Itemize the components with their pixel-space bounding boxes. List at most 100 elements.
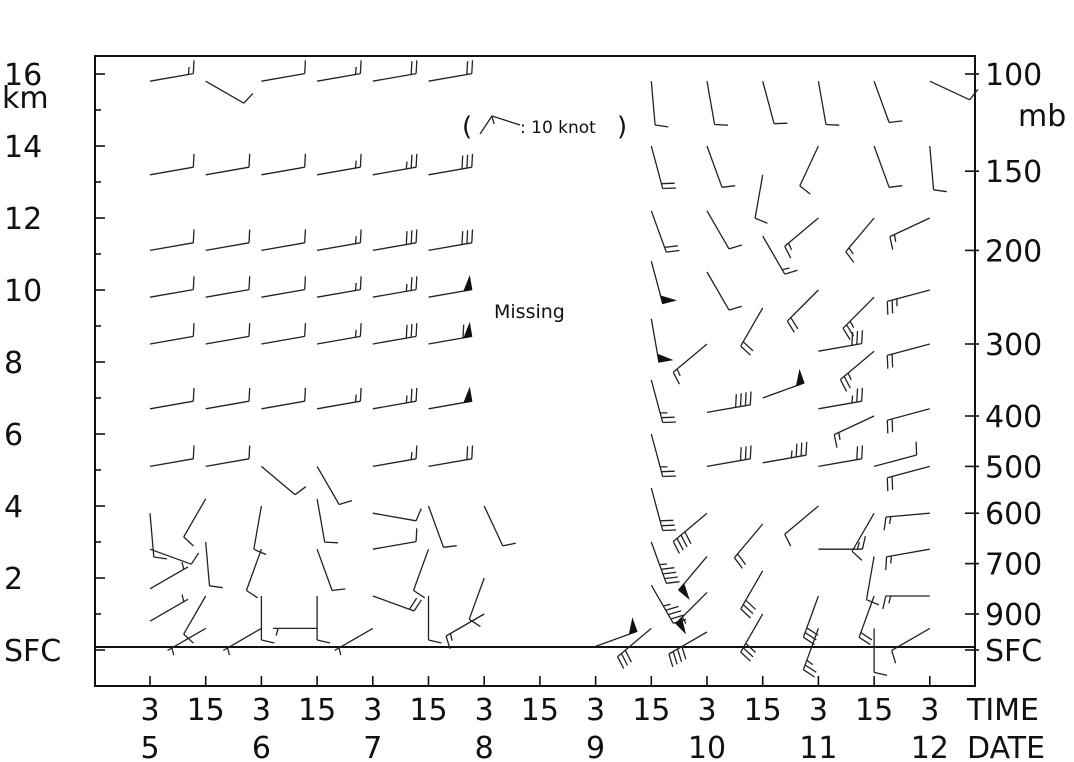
barb-shaft bbox=[428, 445, 474, 468]
legend-open-paren: ( bbox=[462, 112, 472, 142]
barb-shaft bbox=[886, 465, 930, 492]
barb-shaft bbox=[650, 210, 680, 253]
barb-shaft bbox=[706, 445, 752, 468]
wind-barb bbox=[149, 594, 189, 622]
barb-shaft bbox=[149, 594, 189, 622]
wind-barb bbox=[762, 235, 798, 275]
barb-shaft bbox=[372, 595, 422, 612]
barb-shaft bbox=[740, 307, 764, 356]
wind-barb bbox=[427, 505, 457, 548]
barb-shaft bbox=[818, 445, 864, 468]
wind-barb bbox=[929, 80, 979, 101]
right-tick-label: 150 bbox=[985, 155, 1042, 190]
wind-barb bbox=[817, 81, 840, 126]
barb-shaft bbox=[672, 512, 708, 554]
wind-barb bbox=[261, 60, 307, 82]
wind-barb bbox=[706, 81, 728, 126]
right-tick-label: 600 bbox=[985, 497, 1042, 532]
wind-barb bbox=[802, 595, 820, 646]
wind-barb bbox=[149, 60, 195, 82]
wind-barb bbox=[762, 81, 788, 125]
barb-shaft bbox=[412, 548, 430, 599]
wind-barb bbox=[650, 261, 678, 305]
legend: ( : 10 knot ) bbox=[462, 112, 627, 142]
wind-barb bbox=[650, 145, 677, 190]
right-tick-label: 300 bbox=[985, 328, 1042, 363]
wind-barb bbox=[839, 350, 875, 392]
wind-barb bbox=[784, 505, 819, 547]
barb-shaft bbox=[149, 561, 189, 590]
wind-barb bbox=[412, 548, 430, 599]
wind-barb bbox=[617, 627, 652, 669]
barb-shaft bbox=[372, 153, 418, 176]
time-tick-label: 15 bbox=[521, 693, 559, 728]
barb-shaft bbox=[889, 217, 931, 250]
barb-shaft bbox=[802, 628, 820, 678]
wind-barb bbox=[672, 512, 708, 554]
barb-shaft bbox=[929, 80, 979, 101]
barb-pennant bbox=[677, 582, 690, 601]
right-tick-label: 100 bbox=[985, 58, 1042, 93]
wind-barb bbox=[372, 60, 418, 82]
barb-shaft bbox=[316, 229, 362, 252]
barb-shaft bbox=[858, 595, 875, 646]
wind-barb bbox=[372, 229, 418, 252]
time-tick-label: 3 bbox=[586, 693, 605, 728]
wind-barb bbox=[316, 276, 362, 298]
barb-shaft bbox=[205, 387, 251, 410]
wind-barb bbox=[245, 548, 263, 599]
barb-shaft bbox=[851, 512, 875, 561]
time-tick-label: 15 bbox=[632, 693, 670, 728]
barb-shaft bbox=[845, 217, 875, 263]
wind-barb bbox=[650, 379, 677, 424]
barb-shaft bbox=[428, 60, 474, 82]
left-axis-unit: km bbox=[2, 81, 49, 116]
left-tick-label: 2 bbox=[4, 562, 23, 597]
barb-shaft bbox=[222, 627, 262, 656]
wind-barb bbox=[261, 153, 307, 176]
wind-barb bbox=[316, 323, 362, 345]
wind-barb bbox=[428, 153, 474, 176]
barb-pennant bbox=[463, 274, 473, 292]
wind-barb bbox=[261, 276, 307, 298]
wind-barbs bbox=[149, 60, 979, 678]
barb-shaft bbox=[149, 548, 200, 565]
barb-shaft bbox=[839, 350, 875, 392]
wind-barb bbox=[372, 595, 422, 612]
barb-pennant bbox=[795, 368, 805, 387]
date-tick-label: 10 bbox=[688, 731, 726, 762]
wind-barb bbox=[672, 343, 708, 385]
barb-shaft bbox=[428, 153, 474, 176]
barb-shaft bbox=[833, 415, 875, 448]
barb-shaft bbox=[706, 81, 728, 126]
time-tick-label: 15 bbox=[187, 693, 225, 728]
axes bbox=[94, 55, 976, 687]
barb-shaft bbox=[149, 229, 195, 252]
wind-barb bbox=[786, 289, 819, 333]
left-tick-label: 8 bbox=[4, 346, 23, 381]
wind-barb bbox=[650, 433, 677, 478]
wind-barb bbox=[334, 627, 374, 656]
wind-barb bbox=[445, 613, 485, 649]
barb-shaft bbox=[427, 596, 442, 644]
barb-shaft bbox=[372, 445, 418, 468]
wind-barb bbox=[428, 229, 474, 252]
barb-shaft bbox=[873, 145, 903, 188]
wind-barb bbox=[149, 548, 200, 565]
barb-shaft bbox=[260, 596, 275, 644]
barb-pennant bbox=[656, 353, 674, 363]
barb-shaft bbox=[818, 536, 867, 550]
wind-barb bbox=[261, 387, 307, 410]
barb-shaft bbox=[706, 391, 752, 414]
barb-shaft bbox=[372, 276, 418, 298]
wind-barb bbox=[733, 523, 764, 569]
wind-barb bbox=[372, 445, 418, 468]
right-tick-label: 400 bbox=[985, 400, 1042, 435]
wind-barb bbox=[886, 289, 930, 315]
wind-barb bbox=[372, 387, 418, 410]
barb-shaft bbox=[149, 387, 195, 410]
wind-barb bbox=[818, 330, 864, 352]
wind-barb bbox=[818, 387, 864, 410]
wind-barb bbox=[865, 556, 880, 606]
